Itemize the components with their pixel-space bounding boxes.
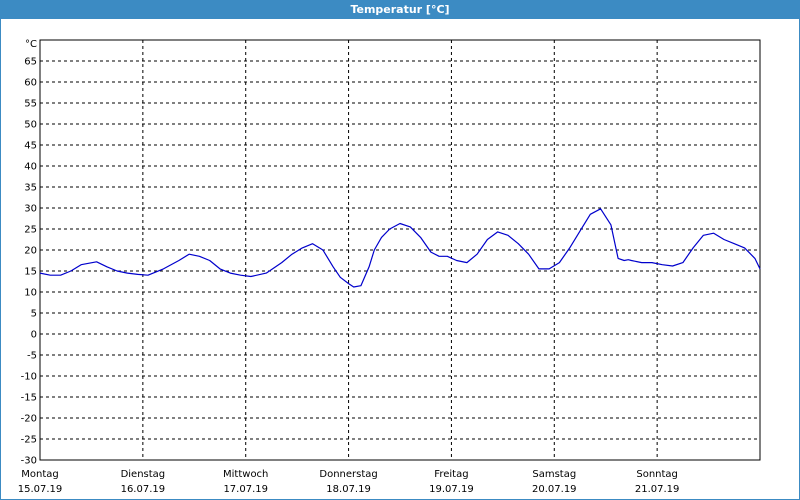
y-tick-label: 65 xyxy=(24,57,37,68)
x-tick-day-label: Montag xyxy=(21,469,58,480)
y-tick-label: 50 xyxy=(24,120,37,131)
y-tick-label: 35 xyxy=(24,183,37,194)
y-tick-label: 55 xyxy=(24,99,37,110)
y-tick-label: 5 xyxy=(31,309,37,320)
x-tick-day-label: Samstag xyxy=(532,469,576,480)
x-tick-day-label: Donnerstag xyxy=(319,469,377,480)
y-axis-unit-label: °C xyxy=(25,39,37,50)
y-tick-label: -20 xyxy=(21,414,37,425)
x-tick-date-label: 19.07.19 xyxy=(429,484,474,495)
y-tick-label: 60 xyxy=(24,78,37,89)
y-tick-label: -5 xyxy=(27,351,37,362)
y-tick-label: 45 xyxy=(24,141,37,152)
chart-title: Temperatur [°C] xyxy=(1,1,799,19)
y-tick-label: 30 xyxy=(24,204,37,215)
x-tick-date-label: 18.07.19 xyxy=(326,484,371,495)
x-tick-date-label: 17.07.19 xyxy=(223,484,268,495)
x-tick-date-label: 16.07.19 xyxy=(121,484,166,495)
y-tick-label: 25 xyxy=(24,225,37,236)
y-tick-label: 15 xyxy=(24,267,37,278)
plot-area-border xyxy=(39,39,761,461)
x-tick-date-label: 15.07.19 xyxy=(18,484,63,495)
y-tick-label: 10 xyxy=(24,288,37,299)
y-tick-label: 40 xyxy=(24,162,37,173)
y-tick-label: -30 xyxy=(21,456,37,467)
y-tick-label: 20 xyxy=(24,246,37,257)
temperature-series-line xyxy=(39,208,761,288)
x-tick-day-label: Mittwoch xyxy=(223,469,268,480)
y-tick-label: 0 xyxy=(31,330,37,341)
y-tick-label: -15 xyxy=(21,393,37,404)
y-tick-label: -10 xyxy=(21,372,37,383)
x-tick-day-label: Dienstag xyxy=(121,469,166,480)
x-tick-day-label: Freitag xyxy=(434,469,468,480)
x-tick-date-label: 21.07.19 xyxy=(635,484,680,495)
x-tick-date-label: 20.07.19 xyxy=(532,484,577,495)
y-tick-label: -25 xyxy=(21,435,37,446)
x-tick-day-label: Sonntag xyxy=(636,469,678,480)
